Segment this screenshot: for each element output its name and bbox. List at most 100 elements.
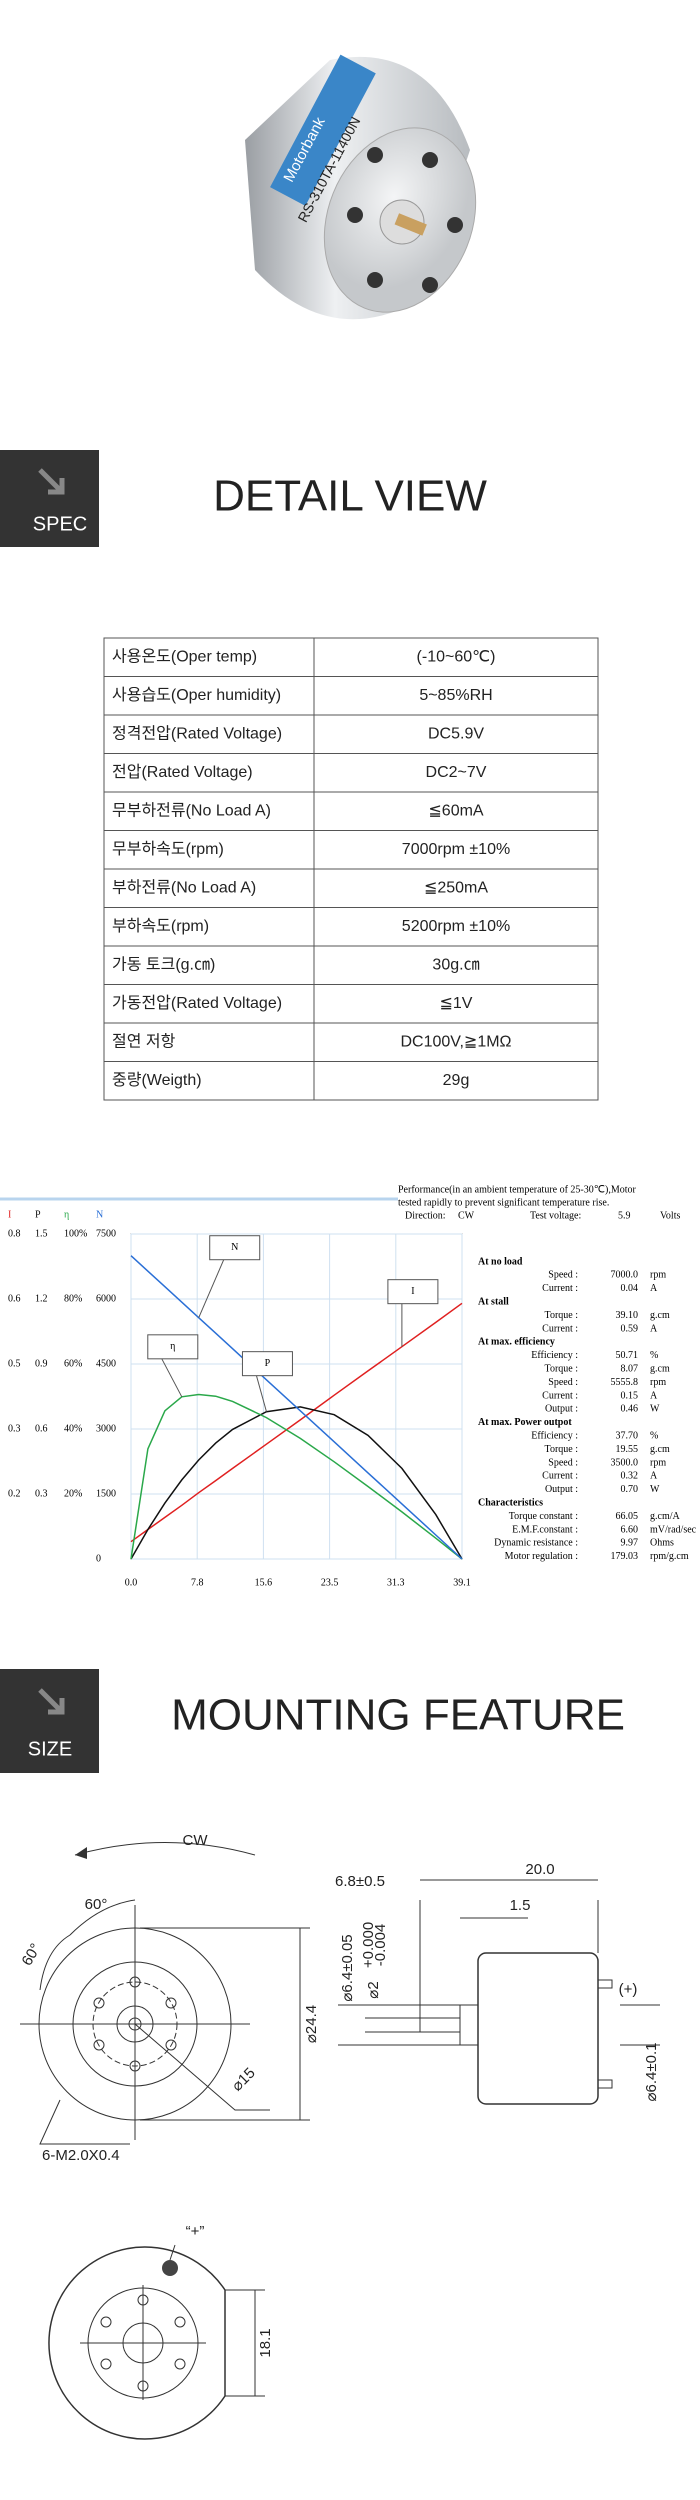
callout-label: P [265, 1358, 271, 1369]
x-tick-label: 31.3 [387, 1577, 405, 1588]
callout-label: I [411, 1286, 414, 1297]
table-label: 사용습도(Oper humidity) [112, 686, 281, 704]
table-cell [103, 791, 315, 831]
note: Performance(in an ambient temperature of… [398, 1184, 636, 1195]
param-label: Speed : [548, 1377, 578, 1388]
param-label: Efficiency : [531, 1430, 578, 1441]
param-unit: A [650, 1283, 658, 1294]
table-label: 무부하전류(No Load A) [112, 801, 271, 819]
param-unit: mV/rad/sec [650, 1524, 697, 1535]
param-unit: rpm/g.cm [650, 1551, 689, 1562]
section-title: At stall [478, 1296, 509, 1307]
front-view: CW 60° 60° ⌀24.4 ⌀15 6-M2.0X0.4 [19, 1832, 320, 2164]
table-value: ≦1V [440, 995, 473, 1012]
spec-badge: SPEC [33, 513, 87, 535]
param-value: 7000.0 [611, 1270, 639, 1281]
y-tick-label: 1.2 [35, 1293, 48, 1304]
bottom-view: “+” 18.1 [48, 2223, 274, 2440]
x-tick-label: 39.1 [453, 1577, 471, 1588]
table-label: 가동 토크(g.㎝) [112, 955, 215, 973]
param-label: Output : [545, 1484, 578, 1495]
y-tick-label: 0.6 [35, 1423, 48, 1434]
table-value: 5~85%RH [419, 687, 492, 704]
table-cell [103, 830, 315, 870]
y-tick-label: 0.3 [35, 1488, 48, 1499]
param-unit: A [650, 1390, 658, 1401]
dim-label: 18.1 [257, 2328, 274, 2357]
param-label: Dynamic resistance : [494, 1538, 578, 1549]
axis-header: η [64, 1209, 69, 1220]
table-cell [313, 1022, 599, 1062]
table-cell [103, 907, 315, 947]
dim-label: ⌀2 [365, 1981, 382, 1998]
table-cell [313, 1061, 599, 1101]
param-label: Motor regulation : [505, 1551, 578, 1562]
y-tick-label: 1.5 [35, 1228, 48, 1239]
table-cell [103, 1022, 315, 1062]
table-value: 29g [443, 1072, 470, 1089]
y-tick-label: 1500 [96, 1488, 116, 1499]
y-tick-label: 6000 [96, 1293, 116, 1304]
param-unit: % [650, 1430, 658, 1441]
param-value: 0.04 [621, 1283, 639, 1294]
param-value: 6.60 [621, 1524, 639, 1535]
size-badge-bg [0, 1669, 99, 1773]
y-tick-label: 0.5 [8, 1358, 21, 1369]
table-cell [103, 984, 315, 1024]
table-cell [103, 676, 315, 716]
table-value: ≦250mA [424, 879, 488, 896]
param-value: 0.59 [621, 1323, 639, 1334]
axis-header: P [35, 1209, 41, 1220]
series-line [130, 1406, 463, 1560]
dim-label: 6-M2.0X0.4 [42, 2147, 120, 2164]
y-tick-label: 0.6 [8, 1293, 21, 1304]
param-label: Speed : [548, 1270, 578, 1281]
callout-leader [255, 1375, 267, 1412]
table-label: 전압(Rated Voltage) [112, 763, 253, 781]
dim-label: 20.0 [525, 1861, 554, 1878]
param-value: 19.55 [616, 1444, 639, 1455]
y-tick-label: 0.9 [35, 1358, 48, 1369]
param-value: 9.97 [621, 1538, 639, 1549]
dim-label: 60° [85, 1896, 108, 1913]
dim-label: -0.004 [372, 1924, 389, 1967]
dim-label: ⌀6.4±0.1 [643, 2043, 660, 2102]
param-unit: W [650, 1484, 660, 1495]
y-tick-label: 20% [64, 1488, 82, 1499]
series-line [130, 1393, 463, 1560]
param-label: Current : [542, 1283, 578, 1294]
param-value: 0.70 [621, 1484, 639, 1495]
spec-badge-bg [0, 450, 99, 547]
note: Test voltage: [530, 1210, 581, 1221]
dim-label: +0.000 [360, 1922, 377, 1968]
param-label: Current : [542, 1323, 578, 1334]
param-value: 179.03 [611, 1551, 639, 1562]
dim-label: ⌀24.4 [303, 2005, 320, 2043]
x-tick-label: 23.5 [321, 1577, 339, 1588]
param-label: Current : [542, 1390, 578, 1401]
param-label: Speed : [548, 1457, 578, 1468]
param-value: 66.05 [616, 1511, 639, 1522]
y-tick-label: 40% [64, 1423, 82, 1434]
y-tick-label: 0 [96, 1553, 101, 1564]
param-unit: rpm [650, 1377, 666, 1388]
dim-label: “+” [186, 2223, 205, 2240]
param-value: 37.70 [616, 1430, 639, 1441]
param-unit: rpm [650, 1457, 666, 1468]
section-title: At no load [478, 1256, 523, 1267]
table-cell [313, 753, 599, 793]
table-cell [313, 714, 599, 754]
param-unit: W [650, 1404, 660, 1415]
motor-photo: Motorbank RS-310TA-11400N [245, 54, 477, 320]
axis-header: N [96, 1209, 103, 1220]
table-label: 부하속도(rpm) [112, 917, 209, 935]
param-label: Current : [542, 1471, 578, 1482]
drawings: CW 60° 60° ⌀24.4 ⌀15 6-M2.0X0.4 6.8±0.5 … [19, 1832, 660, 2440]
section-title: At max. efficiency [478, 1337, 555, 1348]
table-cell [313, 868, 599, 908]
note: tested rapidly to prevent significant te… [398, 1197, 609, 1208]
size-badge: SIZE [28, 1738, 72, 1760]
table-value: DC2~7V [426, 764, 487, 781]
note: Volts [660, 1210, 680, 1221]
